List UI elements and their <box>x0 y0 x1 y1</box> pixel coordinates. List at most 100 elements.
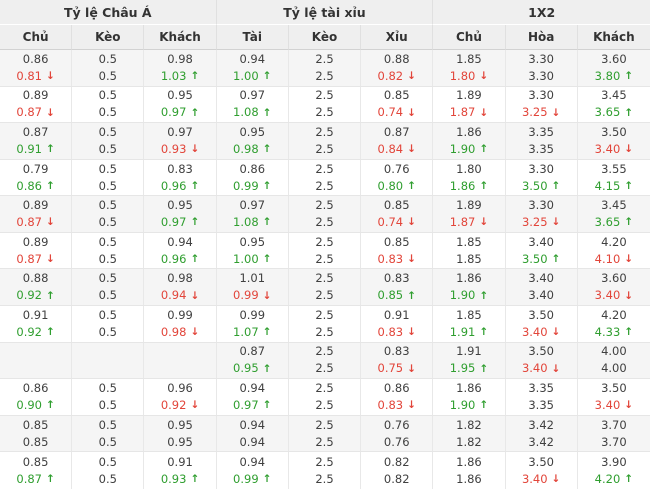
odds-open-value: 0.86 <box>22 51 49 66</box>
odds-cell: 3.70 3.70 <box>578 416 650 452</box>
odds-open-value: 0.88 <box>383 51 410 66</box>
odds-current-number: 0.5 <box>98 68 117 83</box>
odds-current-value: 3.40 ↓ <box>522 360 560 377</box>
odds-current-number: 0.87 <box>16 105 42 120</box>
odds-cell: 4.20 4.33 ↑ <box>578 306 650 342</box>
odds-current-number: 0.83 <box>377 324 404 339</box>
odds-current-number: 0.87 <box>16 251 42 266</box>
odds-cell: 2.5 2.5 <box>289 196 362 232</box>
odds-cell: 3.55 4.15 ↑ <box>578 160 650 196</box>
odds-current-number: 2.5 <box>315 178 334 193</box>
column-header-row: Chủ Kèo Khách Tài Kèo Xỉu Chủ Hòa Khách <box>0 25 650 50</box>
odds-current-number: 0.95 <box>167 434 193 449</box>
odds-current-number: 1.90 <box>449 141 476 156</box>
odds-current-value: 2.5 <box>315 360 333 377</box>
odds-open-value: 0.5 <box>98 234 117 249</box>
odds-open-value: 3.30 <box>528 198 554 213</box>
down-arrow-icon: ↓ <box>479 70 489 83</box>
odds-open-value: 1.80 <box>456 161 482 176</box>
up-arrow-icon: ↑ <box>624 216 634 229</box>
odds-open-value: 0.94 <box>239 51 266 66</box>
odds-cell: 0.95 0.97 ↑ <box>144 86 217 123</box>
odds-cell: 0.76 0.80 ↑ <box>361 159 434 196</box>
odds-open-value: 3.42 <box>528 417 554 432</box>
odds-open-value: 2.5 <box>315 88 334 103</box>
odds-current-value: 0.96 ↑ <box>161 178 199 195</box>
odds-cell: 0.85 0.74 ↓ <box>361 86 434 123</box>
odds-current-number: 0.94 <box>160 288 187 303</box>
odds-current-value: 0.93 ↑ <box>161 471 199 488</box>
odds-open-value: 0.96 <box>167 381 193 396</box>
odds-current-number: 4.00 <box>601 361 627 376</box>
odds-open-value: 0.95 <box>167 88 193 103</box>
odds-cell: 0.89 0.87 ↓ <box>0 86 73 123</box>
odds-current-number: 3.40 <box>521 471 548 486</box>
odds-current-value: 3.42 <box>528 434 554 451</box>
odds-current-value: 3.40 ↓ <box>522 324 560 341</box>
odds-open-value: 3.70 <box>601 417 627 432</box>
up-arrow-icon: ↑ <box>190 70 200 83</box>
odds-open-value: 4.20 <box>601 234 627 249</box>
up-arrow-icon: ↑ <box>262 472 272 485</box>
odds-open-value: 1.91 <box>456 344 482 359</box>
odds-cell: 2.5 2.5 <box>289 159 362 196</box>
odds-open-value: 3.50 <box>601 381 627 396</box>
odds-current-number: 2.5 <box>315 251 334 266</box>
odds-open-value: 0.85 <box>383 234 410 249</box>
up-arrow-icon: ↑ <box>624 106 634 119</box>
odds-open-value: 2.5 <box>315 417 334 432</box>
odds-open-value: 0.5 <box>98 454 117 469</box>
odds-current-number: 1.03 <box>160 68 187 83</box>
odds-current-number: 3.40 <box>594 398 621 413</box>
odds-current-value: 0.76 <box>384 434 410 451</box>
down-arrow-icon: ↓ <box>46 216 55 229</box>
odds-cell: 0.86 0.90 ↑ <box>0 379 73 415</box>
odds-open-value: 3.60 <box>601 271 627 286</box>
odds-current-value: 0.91 ↑ <box>16 141 54 158</box>
odds-current-number: 1.08 <box>233 105 259 120</box>
odds-current-value: 0.90 ↑ <box>16 397 54 414</box>
odds-current-value: 0.98 ↓ <box>161 324 199 341</box>
odds-current-value: 4.00 <box>601 360 627 377</box>
odds-open-value: 0.85 <box>22 454 49 469</box>
down-arrow-icon: ↓ <box>407 143 416 156</box>
odds-current-value: 3.50 ↑ <box>522 251 560 268</box>
odds-cell: 0.95 0.98 ↑ <box>217 123 289 159</box>
odds-current-number: 1.86 <box>449 178 476 193</box>
odds-open-value: 0.5 <box>98 161 117 176</box>
odds-current-number: 1.87 <box>449 105 476 120</box>
odds-current-number: 2.5 <box>315 324 334 339</box>
odds-current-value: 0.5 <box>99 287 117 304</box>
odds-current-number: 3.70 <box>601 434 627 449</box>
up-arrow-icon: ↑ <box>190 216 200 229</box>
odds-current-number: 2.5 <box>315 288 334 303</box>
down-arrow-icon: ↓ <box>624 289 634 302</box>
odds-open-value: 0.94 <box>239 454 266 469</box>
odds-cell: 0.5 0.5 <box>72 306 145 342</box>
odds-cell: 0.79 0.86 ↑ <box>0 159 73 196</box>
odds-current-number: 3.35 <box>528 141 554 156</box>
odds-current-number: 0.92 <box>16 288 42 303</box>
odds-current-value: 0.5 <box>99 104 117 121</box>
odds-current-value: 2.5 <box>315 287 333 304</box>
odds-current-value: 3.35 <box>528 141 554 158</box>
down-arrow-icon: ↓ <box>46 252 55 265</box>
down-arrow-icon: ↓ <box>190 326 200 339</box>
odds-cell: 3.30 3.30 <box>506 50 578 86</box>
down-arrow-icon: ↓ <box>407 362 416 375</box>
odds-open-value: 2.5 <box>315 381 334 396</box>
odds-current-number: 0.87 <box>16 471 42 486</box>
odds-cell: 0.83 0.75 ↓ <box>361 342 434 379</box>
up-arrow-icon: ↑ <box>190 179 200 192</box>
odds-cell: 0.5 0.5 <box>72 415 145 452</box>
odds-cell: 3.90 4.20 ↑ <box>578 452 650 489</box>
odds-current-value: 0.99 ↑ <box>233 471 271 488</box>
odds-cell: 3.30 3.50 ↑ <box>506 159 578 196</box>
odds-current-number: 2.5 <box>315 361 334 376</box>
up-arrow-icon: ↑ <box>624 472 634 485</box>
odds-cell: 0.83 0.85 ↑ <box>361 269 434 306</box>
odds-current-value: 2.5 <box>315 68 333 85</box>
odds-cell: 0.97 1.08 ↑ <box>217 86 289 123</box>
odds-current-number: 0.74 <box>377 215 404 230</box>
odds-current-number: 1.87 <box>449 215 476 230</box>
